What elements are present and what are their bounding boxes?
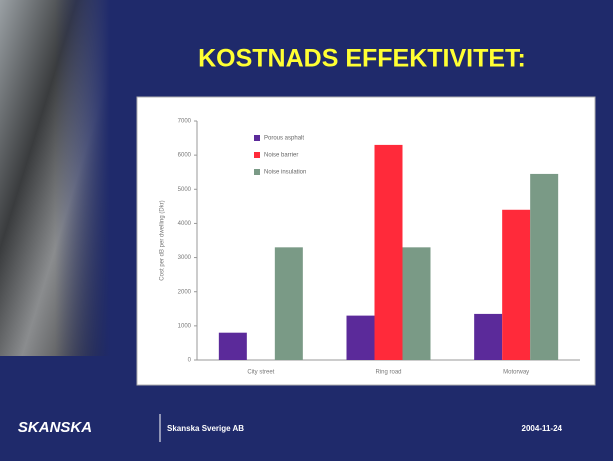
slide-title: KOSTNADS EFFEKTIVITET: [198,45,526,73]
y-tick-label: 2000 [178,289,192,295]
legend-label: Porous asphalt [264,136,304,142]
date: 2004-11-24 [522,424,563,433]
bar [219,333,247,360]
y-tick-label: 5000 [178,187,192,193]
photo-fade [0,0,110,356]
x-tick-label: City street [247,370,274,376]
logo: SKANSKA [18,419,92,436]
y-tick-label: 6000 [178,153,192,159]
y-tick-label: 3000 [178,255,192,261]
y-tick-label: 4000 [178,221,192,227]
legend-swatch [254,135,260,141]
company: Skanska Sverige AB [167,424,244,433]
legend-swatch [254,169,260,175]
bar [347,316,375,360]
bar [502,210,530,360]
legend-label: Noise barrier [264,153,298,159]
bar [530,174,558,360]
slide: KOSTNADS EFFEKTIVITET: 01000200030004000… [0,0,613,461]
y-tick-label: 7000 [178,119,192,125]
bar [375,145,403,360]
y-tick-label: 1000 [178,323,192,329]
x-tick-label: Ring road [375,370,401,376]
legend-label: Noise insulation [264,170,306,176]
y-axis-label: Cost per dB per dwelling (Dkr) [160,200,166,280]
legend-swatch [254,152,260,158]
x-tick-label: Motorway [503,370,529,376]
bar [275,247,303,360]
bar [403,247,431,360]
bar [474,314,502,360]
